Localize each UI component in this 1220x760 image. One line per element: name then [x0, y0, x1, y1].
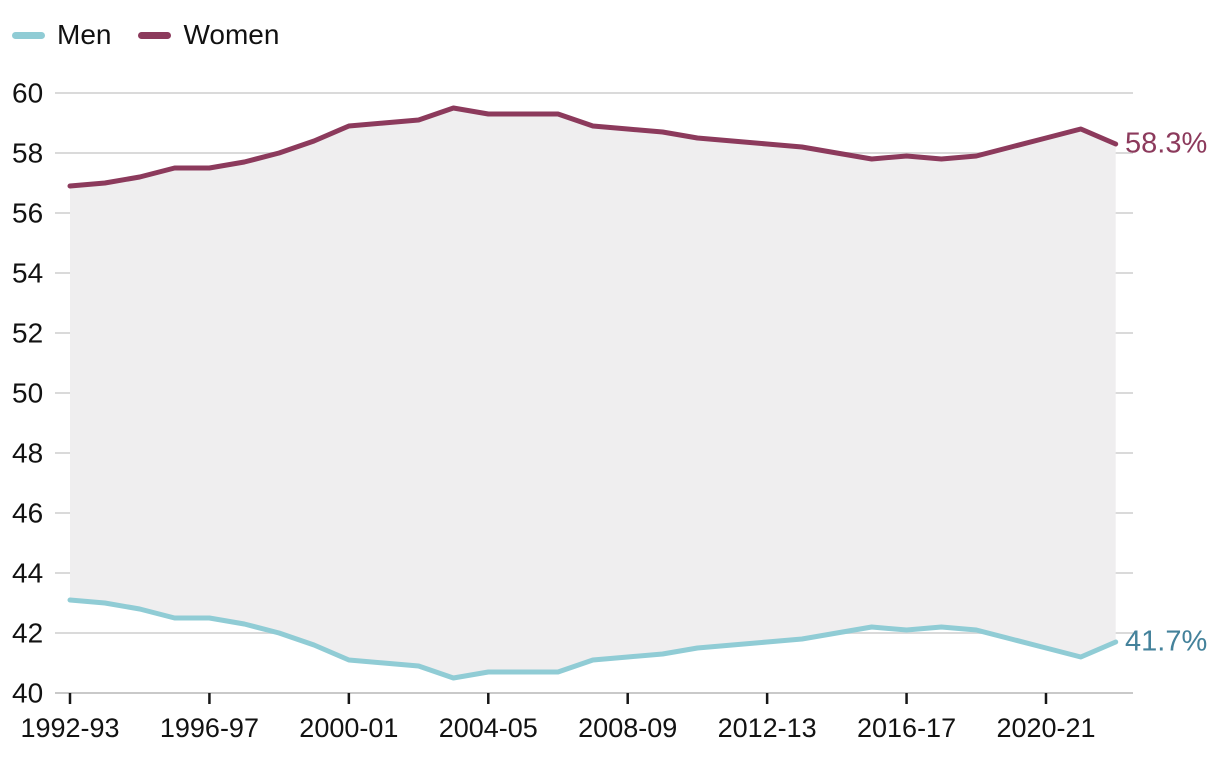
legend-label-men: Men	[57, 19, 112, 50]
y-axis-tick-label: 56	[12, 198, 43, 229]
x-axis-tick-label: 2016-17	[857, 713, 956, 743]
x-axis-tick-label: 2008-09	[578, 713, 677, 743]
women-end-value-label: 58.3%	[1125, 127, 1208, 160]
y-axis-tick-label: 42	[12, 618, 43, 649]
gap-band	[70, 108, 1116, 678]
legend-label-women: Women	[183, 19, 280, 50]
legend-item-women: Women	[138, 19, 279, 51]
x-axis-tick-label: 2012-13	[718, 713, 817, 743]
x-axis-tick-label: 2000-01	[299, 713, 398, 743]
x-axis-tick-label: 1992-93	[20, 713, 119, 743]
y-axis-tick-label: 46	[12, 498, 43, 529]
legend-item-men: Men	[12, 19, 111, 51]
men-line-swatch-icon	[12, 31, 45, 39]
x-axis-tick-label: 1996-97	[160, 713, 259, 743]
x-axis-tick-label: 2004-05	[439, 713, 538, 743]
x-axis-tick-label: 2020-21	[996, 713, 1095, 743]
y-axis-tick-label: 48	[12, 438, 43, 469]
men-end-value-label: 41.7%	[1125, 625, 1208, 658]
y-axis-tick-label: 54	[12, 258, 43, 289]
y-axis-tick-label: 40	[12, 678, 43, 709]
women-line-swatch-icon	[138, 31, 172, 39]
y-axis-tick-label: 58	[12, 138, 43, 169]
y-axis-tick-label: 44	[12, 558, 43, 589]
chart-legend: Men Women	[12, 19, 279, 51]
series-line-men	[67, 597, 1119, 681]
y-axis-tick-label: 50	[12, 378, 43, 409]
y-axis-tick-label: 52	[12, 318, 43, 349]
series-line-women	[67, 105, 1119, 189]
y-axis-tick-label: 60	[12, 78, 43, 109]
